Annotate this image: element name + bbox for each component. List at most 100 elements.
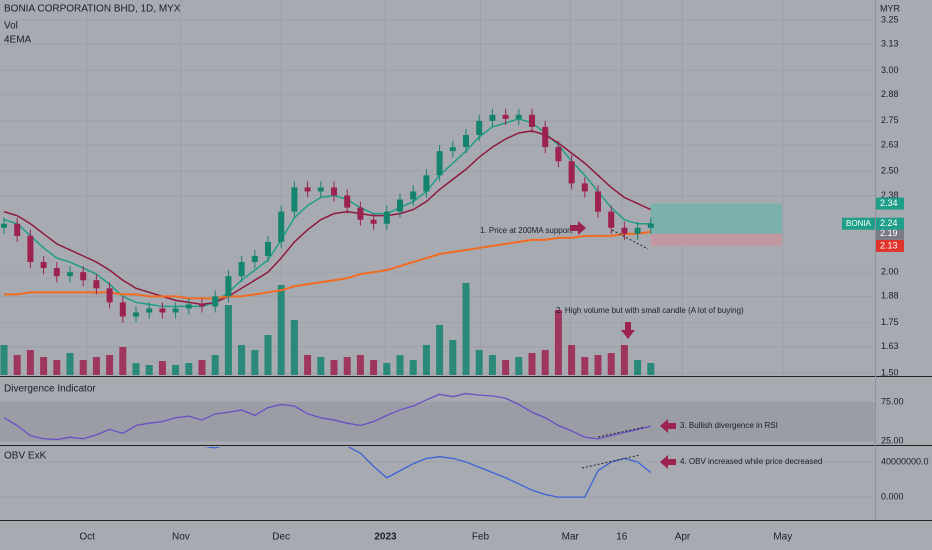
candle-body bbox=[595, 191, 601, 212]
y-tick-label: 2.00 bbox=[881, 267, 899, 277]
dotted-trend bbox=[581, 454, 641, 469]
y-tick-label: 1.88 bbox=[881, 291, 899, 301]
volume-bar bbox=[634, 360, 642, 375]
x-tick-label: 2023 bbox=[374, 532, 397, 543]
volume-bar bbox=[488, 355, 496, 375]
candle-body bbox=[436, 151, 443, 176]
candle-body bbox=[344, 195, 351, 208]
candle-body bbox=[502, 114, 509, 119]
candle-body bbox=[278, 211, 285, 242]
volume-bar bbox=[79, 360, 87, 375]
volume-bar bbox=[251, 350, 259, 375]
x-tick-label: Dec bbox=[272, 532, 290, 543]
y-tick-label: 2.75 bbox=[881, 115, 899, 125]
candle-body bbox=[93, 280, 100, 289]
volume-bar bbox=[620, 345, 628, 375]
volume-bar bbox=[304, 355, 312, 375]
y-tick-label: 2.63 bbox=[881, 139, 899, 149]
legend-item: Vol bbox=[4, 21, 18, 32]
y-tick-label: 2.88 bbox=[881, 89, 899, 99]
volume-bar bbox=[396, 355, 404, 375]
dotted-trend bbox=[611, 229, 649, 250]
x-tick-label: Mar bbox=[562, 532, 580, 543]
price-badge bbox=[876, 227, 904, 240]
volume-bar bbox=[224, 305, 232, 375]
volume-bar bbox=[185, 363, 193, 375]
candle-body bbox=[647, 223, 654, 228]
annotation: 3. Bullish divergence in RSI bbox=[680, 421, 778, 430]
volume-bar bbox=[581, 357, 589, 375]
candle-body bbox=[304, 187, 311, 192]
volume-bar bbox=[119, 347, 127, 375]
pane-title: OBV ExK bbox=[4, 451, 47, 462]
candle-body bbox=[146, 308, 153, 313]
volume-bar bbox=[145, 365, 153, 375]
candle-body bbox=[119, 302, 126, 317]
candle-body bbox=[581, 183, 588, 192]
volume-bar bbox=[172, 365, 180, 375]
volume-bar bbox=[647, 363, 655, 375]
volume-bar bbox=[26, 350, 34, 375]
y-tick-label: 2.50 bbox=[881, 166, 899, 176]
candle-body bbox=[515, 114, 522, 119]
volume-bar bbox=[528, 353, 536, 375]
legend-item: 4EMA bbox=[4, 35, 32, 46]
candle-body bbox=[1, 223, 7, 228]
volume-bar bbox=[554, 310, 562, 375]
y-tick-label: 3.13 bbox=[881, 39, 899, 49]
volume-bar bbox=[40, 357, 48, 375]
candle-body bbox=[159, 308, 166, 313]
indicator-line bbox=[3, 392, 651, 441]
y-tick-label: 1.63 bbox=[881, 341, 899, 351]
volume-bar bbox=[211, 355, 219, 375]
y-tick-label: 2.38 bbox=[881, 190, 899, 200]
y-tick-label: 0.000 bbox=[881, 492, 904, 502]
candle-body bbox=[251, 256, 258, 263]
candle-body bbox=[225, 276, 232, 297]
candle-body bbox=[449, 147, 456, 152]
price-badge bbox=[876, 197, 904, 210]
volume-bar bbox=[541, 350, 549, 375]
volume-bar bbox=[568, 345, 576, 375]
price-badge-label: 2.19 bbox=[880, 228, 898, 238]
arrow bbox=[570, 221, 586, 235]
candle-body bbox=[621, 227, 628, 234]
y-tick-label: 1.50 bbox=[881, 367, 899, 377]
y-tick-label: 25.00 bbox=[881, 435, 904, 445]
loss-zone bbox=[650, 233, 782, 246]
y-tick-label: 3.25 bbox=[881, 14, 899, 24]
price-badge-label: 2.13 bbox=[880, 240, 898, 250]
x-tick-label: Feb bbox=[472, 532, 490, 543]
profit-zone bbox=[650, 203, 782, 234]
volume-bar bbox=[106, 355, 114, 375]
volume-bar bbox=[330, 360, 338, 375]
candle-body bbox=[634, 227, 641, 234]
candle-body bbox=[370, 219, 377, 224]
y-tick-label: 1.75 bbox=[881, 317, 899, 327]
price-badge bbox=[876, 217, 904, 230]
volume-bar bbox=[0, 345, 8, 375]
volume-bar bbox=[370, 360, 378, 375]
obv-pane bbox=[0, 447, 875, 498]
volume-bar bbox=[475, 350, 483, 375]
candle-body bbox=[40, 262, 47, 269]
candle-body bbox=[265, 241, 271, 257]
price-badge-label: 2.34 bbox=[880, 198, 898, 208]
candle-body bbox=[423, 175, 430, 192]
volume-bar bbox=[422, 345, 430, 375]
volume-bar bbox=[238, 345, 246, 375]
candle-body bbox=[555, 147, 562, 162]
volume-bar bbox=[343, 357, 351, 375]
volume-bar bbox=[290, 320, 298, 375]
candle-body bbox=[331, 187, 337, 196]
volume-bar bbox=[92, 357, 100, 375]
candle-body bbox=[106, 288, 113, 303]
candle-body bbox=[463, 134, 469, 148]
candle-body bbox=[489, 114, 496, 121]
volume-bar bbox=[13, 355, 21, 375]
x-tick-label: Apr bbox=[675, 532, 691, 543]
candle-body bbox=[53, 268, 60, 277]
volume-bar bbox=[277, 285, 285, 375]
candle-body bbox=[27, 235, 34, 263]
